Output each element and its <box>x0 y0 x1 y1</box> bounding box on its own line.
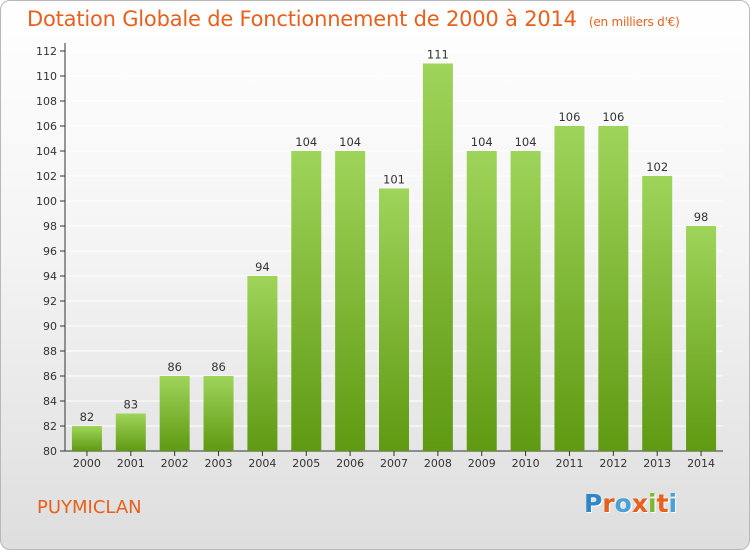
y-tick-label: 102 <box>36 170 57 183</box>
chart-title: Dotation Globale de Fonctionnement de 20… <box>27 7 680 31</box>
x-tick-label: 2003 <box>205 457 233 470</box>
bar-2008 <box>422 63 453 451</box>
data-label: 104 <box>295 135 317 149</box>
data-label: 104 <box>471 135 493 149</box>
data-label: 94 <box>255 260 270 274</box>
x-tick-label: 2007 <box>380 457 408 470</box>
x-tick-label: 2012 <box>599 457 627 470</box>
bar-2011 <box>554 126 585 451</box>
bar-2012 <box>598 126 629 451</box>
y-tick-label: 92 <box>43 295 57 308</box>
x-tick-label: 2008 <box>424 457 452 470</box>
bar-2000 <box>71 426 102 451</box>
y-tick-label: 104 <box>36 145 57 158</box>
bar-2007 <box>379 188 409 451</box>
place-name: PUYMICLAN <box>37 497 142 518</box>
bar-2005 <box>291 151 322 451</box>
logo-letter: x <box>631 489 648 518</box>
chart-title-text: Dotation Globale de Fonctionnement de 20… <box>27 7 577 31</box>
bar-2013 <box>642 176 673 451</box>
bar-2006 <box>335 151 366 451</box>
y-tick-label: 90 <box>43 320 57 333</box>
data-label: 98 <box>694 210 709 224</box>
data-label: 106 <box>602 110 624 124</box>
data-label: 86 <box>211 360 226 374</box>
data-label: 104 <box>515 135 537 149</box>
x-tick-label: 2010 <box>512 457 540 470</box>
y-tick-label: 100 <box>36 195 57 208</box>
x-tick-label: 2001 <box>117 457 145 470</box>
logo-letter: i <box>648 489 657 518</box>
bar-2002 <box>159 376 190 451</box>
y-tick-label: 84 <box>43 395 57 408</box>
data-label: 101 <box>383 173 405 187</box>
bar-2004 <box>247 276 278 451</box>
bar-2009 <box>466 151 497 451</box>
data-label: 86 <box>167 360 182 374</box>
proxiti-logo: Proxiti <box>584 489 677 518</box>
x-tick-label: 2009 <box>468 457 496 470</box>
chart-subtitle: (en milliers d'€) <box>588 15 680 29</box>
x-tick-label: 2004 <box>248 457 276 470</box>
y-tick-label: 88 <box>43 345 57 358</box>
logo-letter: i <box>668 489 678 518</box>
data-label: 83 <box>123 398 138 412</box>
y-tick-label: 112 <box>36 45 57 58</box>
x-tick-label: 2006 <box>336 457 364 470</box>
y-tick-label: 108 <box>36 95 57 108</box>
logo-letter: P <box>584 489 603 518</box>
bar-2014 <box>686 226 717 451</box>
data-label: 111 <box>427 48 449 62</box>
logo-letter: o <box>614 489 632 518</box>
logo-letter: r <box>602 489 615 518</box>
bar-2003 <box>203 376 234 451</box>
data-label: 104 <box>339 135 361 149</box>
x-tick-label: 2013 <box>643 457 671 470</box>
data-label: 102 <box>646 160 668 174</box>
data-label: 106 <box>558 110 580 124</box>
x-tick-label: 2002 <box>161 457 189 470</box>
x-tick-label: 2014 <box>687 457 715 470</box>
logo-letter: t <box>656 489 669 518</box>
x-tick-label: 2005 <box>292 457 320 470</box>
data-label: 82 <box>80 410 95 424</box>
y-tick-label: 80 <box>43 445 57 458</box>
y-tick-label: 96 <box>43 245 57 258</box>
bar-2001 <box>115 413 146 451</box>
y-tick-label: 110 <box>36 70 57 83</box>
y-tick-label: 82 <box>43 420 57 433</box>
y-tick-label: 86 <box>43 370 57 383</box>
x-tick-label: 2011 <box>555 457 583 470</box>
y-tick-label: 106 <box>36 120 57 133</box>
x-tick-label: 2000 <box>73 457 101 470</box>
bar-2010 <box>510 151 541 451</box>
y-tick-label: 98 <box>43 220 57 233</box>
y-tick-label: 94 <box>43 270 57 283</box>
